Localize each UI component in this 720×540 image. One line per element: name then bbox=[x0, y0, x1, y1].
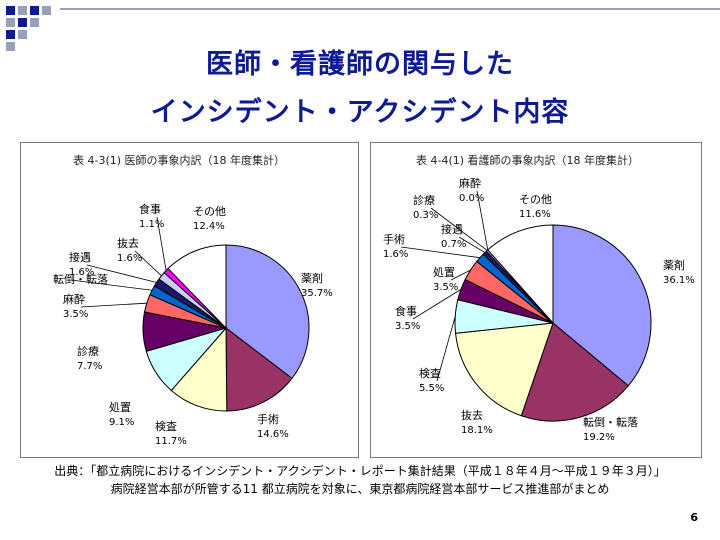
slice-value-label: 11.6% bbox=[519, 209, 551, 220]
leader-line bbox=[476, 190, 489, 250]
decoration-square bbox=[18, 30, 27, 39]
slice-label: 処置 bbox=[109, 401, 131, 414]
slice-label: 薬剤 bbox=[301, 271, 323, 285]
pie-slice bbox=[520, 322, 629, 422]
slice-value-label: 19.2% bbox=[583, 432, 615, 443]
leader-line bbox=[450, 269, 471, 281]
slice-label: 接遇 bbox=[441, 223, 463, 236]
leader-line bbox=[400, 246, 481, 259]
slice-label: 転倒・転落 bbox=[583, 416, 638, 429]
pie-slice bbox=[167, 244, 227, 330]
page-number: 6 bbox=[690, 511, 698, 524]
pie-slice bbox=[552, 224, 652, 387]
decoration-square bbox=[6, 42, 15, 51]
doctor-chart-title: 表 4-3(1) 医師の事象内訳（18 年度集計） bbox=[73, 154, 286, 167]
source-line-2: 病院経営本部が所管する11 都立病院を対象に、東京都病院経営本部サービス推進部が… bbox=[110, 482, 610, 496]
slice-value-label: 1.1% bbox=[139, 219, 164, 230]
slide-title-line2: インシデント・アクシデント内容 bbox=[150, 97, 570, 128]
slice-value-label: 9.1% bbox=[109, 417, 134, 428]
decoration-line bbox=[60, 8, 720, 10]
leader-line bbox=[134, 250, 162, 277]
slice-value-label: 11.7% bbox=[155, 436, 187, 447]
decoration-square bbox=[42, 6, 51, 15]
leader-line bbox=[436, 316, 456, 382]
slice-value-label: 7.7% bbox=[77, 361, 102, 372]
doctor-chart-panel: 表 4-3(1) 医師の事象内訳（18 年度集計） 薬剤 35.7% 手術 14.6%… bbox=[20, 142, 359, 458]
slice-label: 検査 bbox=[419, 366, 441, 380]
leader-line bbox=[412, 289, 462, 320]
pie-slice bbox=[487, 224, 554, 325]
slice-label: 診療 bbox=[77, 344, 99, 358]
slice-label: 麻酔 bbox=[459, 176, 481, 190]
leader-line bbox=[80, 302, 147, 308]
decoration-square bbox=[18, 18, 27, 27]
slice-value-label: 5.5% bbox=[419, 383, 444, 394]
slice-value-label: 36.1% bbox=[663, 275, 695, 286]
slice-label: 食事 bbox=[395, 304, 417, 318]
slice-value-label: 12.4% bbox=[193, 221, 225, 232]
decoration-square bbox=[6, 6, 15, 15]
decoration-square bbox=[30, 18, 39, 27]
slice-value-label: 3.5% bbox=[63, 309, 88, 320]
slice-label: 手術 bbox=[383, 232, 405, 246]
slice-label: 薬剤 bbox=[663, 258, 685, 272]
slice-label: 抜去 bbox=[461, 408, 483, 422]
decoration-square bbox=[6, 18, 15, 27]
pie-slice bbox=[225, 326, 293, 412]
leader-line bbox=[86, 264, 157, 283]
source-line-1: 出典：「都立病院におけるインシデント・アクシデント・レポート集計結果（平成１８年… bbox=[54, 464, 666, 478]
slice-label: 抜去 bbox=[117, 236, 139, 250]
slice-value-label: 1.6% bbox=[69, 267, 94, 278]
decoration-square bbox=[6, 30, 15, 39]
slice-label: 手術 bbox=[257, 412, 279, 426]
slice-label: 処置 bbox=[433, 266, 455, 279]
slice-value-label: 1.6% bbox=[383, 249, 408, 260]
leader-line bbox=[430, 207, 488, 251]
decoration-square bbox=[30, 6, 39, 15]
slice-value-label: 1.6% bbox=[117, 253, 142, 264]
pie-slice bbox=[225, 244, 310, 380]
nurse-pie-chart: 薬剤 36.1% 転倒・転落 19.2% 抜去 18.1% 検査 5.5% 食事 3.5% 処置 3.… bbox=[383, 176, 695, 443]
slice-label: 食事 bbox=[139, 202, 161, 216]
decoration-square bbox=[18, 6, 27, 15]
slice-label: 接遇 bbox=[69, 251, 91, 264]
slice-value-label: 18.1% bbox=[461, 425, 493, 436]
pie-slice bbox=[454, 322, 554, 417]
slide-title-line1: 医師・看護師の関与した bbox=[206, 49, 514, 80]
nurse-chart-title: 表 4-4(1) 看護師の事象内訳（18 年度集計） bbox=[416, 154, 640, 167]
slice-label: その他 bbox=[519, 193, 552, 206]
slice-value-label: 0.7% bbox=[441, 239, 466, 250]
slice-label: その他 bbox=[193, 205, 226, 218]
slice-value-label: 3.5% bbox=[395, 321, 420, 332]
slice-label: 検査 bbox=[155, 419, 177, 433]
leader-line bbox=[458, 236, 486, 253]
slice-value-label: 0.0% bbox=[459, 193, 484, 204]
leader-line bbox=[70, 279, 153, 291]
slice-value-label: 14.6% bbox=[257, 429, 289, 440]
slice-value-label: 35.7% bbox=[301, 288, 333, 299]
slice-value-label: 3.5% bbox=[433, 282, 458, 293]
slice-label: 診療 bbox=[413, 193, 435, 207]
nurse-chart-panel: 表 4-4(1) 看護師の事象内訳（18 年度集計） 薬剤 36.1% 転倒・転落 1… bbox=[370, 142, 702, 458]
leader-line bbox=[156, 216, 167, 271]
slice-value-label: 0.3% bbox=[413, 210, 438, 221]
slide-decoration bbox=[0, 0, 120, 60]
doctor-pie-chart: 薬剤35.7%手術14.6%検査11.7%処置9.1%診療7.7%麻酔3.5%転… bbox=[53, 202, 333, 447]
slice-label: 麻酔 bbox=[63, 292, 85, 306]
